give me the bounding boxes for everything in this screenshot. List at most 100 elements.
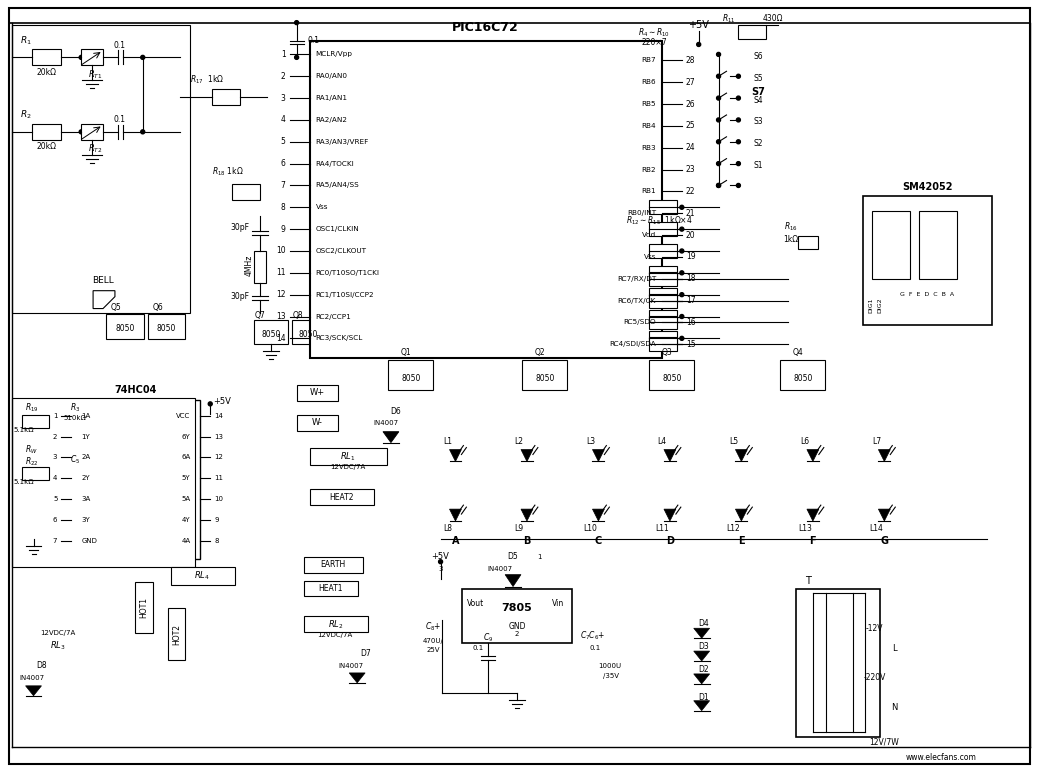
Text: 13: 13 (214, 434, 223, 439)
Text: 7: 7 (53, 538, 57, 544)
Text: 4A: 4A (181, 538, 190, 544)
Text: RC1/T10SI/CCP2: RC1/T10SI/CCP2 (316, 292, 374, 298)
Text: Q7: Q7 (255, 311, 265, 320)
Text: S7: S7 (751, 87, 765, 97)
Text: IN4007: IN4007 (19, 675, 44, 681)
Bar (303, 616, 368, 632)
Text: 4Y: 4Y (182, 517, 190, 523)
Bar (798, 236, 818, 249)
Text: S2: S2 (753, 139, 763, 148)
Text: 4: 4 (53, 476, 57, 481)
Circle shape (680, 205, 684, 209)
Bar (11, 25, 190, 313)
Text: $R_{T2}$: $R_{T2}$ (88, 143, 103, 155)
Text: RA3/AN3/VREF: RA3/AN3/VREF (316, 139, 369, 145)
Text: Vdd: Vdd (642, 232, 656, 238)
Text: $RL_4$: $RL_4$ (194, 570, 210, 582)
Bar (303, 557, 364, 573)
Circle shape (680, 314, 684, 319)
Text: IN4007: IN4007 (487, 566, 512, 572)
Bar (254, 320, 288, 344)
Text: S6: S6 (753, 52, 763, 61)
Text: 6: 6 (53, 517, 57, 523)
Text: L1: L1 (443, 437, 452, 446)
Text: $C_7 C_6$+: $C_7 C_6$+ (580, 630, 606, 642)
Text: IN4007: IN4007 (373, 420, 399, 425)
Text: 5A: 5A (181, 496, 190, 502)
Text: 26: 26 (686, 100, 695, 109)
Text: 11: 11 (214, 476, 223, 481)
Bar (22, 467, 50, 480)
Polygon shape (736, 509, 747, 521)
Text: RB7: RB7 (641, 57, 656, 63)
Text: 25V: 25V (427, 647, 441, 653)
Text: RB4: RB4 (641, 123, 656, 129)
Text: Q8: Q8 (292, 311, 303, 320)
Text: 10: 10 (214, 496, 223, 502)
Text: 0.1: 0.1 (308, 36, 320, 45)
Text: RB2: RB2 (641, 167, 656, 173)
Text: 1000U: 1000U (597, 663, 621, 669)
Text: G: G (880, 536, 888, 546)
Text: 4MHz: 4MHz (244, 254, 254, 276)
Text: RB6: RB6 (641, 80, 656, 85)
Circle shape (737, 74, 741, 78)
Text: 13: 13 (276, 312, 286, 321)
Text: DIG1: DIG1 (868, 298, 873, 313)
Text: 23: 23 (686, 165, 695, 174)
Text: Q4: Q4 (793, 347, 803, 357)
Circle shape (737, 118, 741, 122)
Text: S5: S5 (753, 74, 763, 83)
Bar (296, 385, 339, 401)
Circle shape (717, 118, 720, 122)
Text: OSC2/CLKOUT: OSC2/CLKOUT (316, 248, 367, 254)
Text: L7: L7 (872, 437, 881, 446)
Circle shape (737, 161, 741, 166)
Text: SM42052: SM42052 (902, 182, 953, 192)
Text: D7: D7 (361, 648, 372, 658)
Text: 1: 1 (281, 50, 286, 59)
Text: W+: W+ (310, 388, 325, 398)
Text: D2: D2 (698, 665, 709, 675)
Bar (31, 49, 61, 66)
Bar (22, 415, 50, 428)
Text: 8050: 8050 (261, 330, 281, 339)
Circle shape (717, 96, 720, 100)
Polygon shape (736, 449, 747, 462)
Text: S4: S4 (753, 96, 763, 104)
Text: 8050: 8050 (115, 324, 134, 333)
Polygon shape (694, 674, 710, 684)
Text: 20kΩ: 20kΩ (36, 68, 56, 76)
Bar (862, 196, 991, 326)
Text: 8050: 8050 (401, 374, 421, 383)
Text: 0.1: 0.1 (114, 41, 126, 50)
Polygon shape (592, 509, 605, 521)
Text: Vss: Vss (643, 254, 656, 260)
Text: RA0/AN0: RA0/AN0 (316, 73, 347, 80)
Circle shape (680, 249, 684, 253)
Polygon shape (664, 449, 675, 462)
Text: /35V: /35V (604, 673, 619, 679)
Text: 74HC04: 74HC04 (114, 385, 157, 395)
Bar (462, 588, 571, 643)
Text: D1: D1 (698, 693, 709, 703)
Bar (649, 272, 676, 286)
Text: 0.1: 0.1 (114, 116, 126, 124)
Text: Q3: Q3 (662, 347, 672, 357)
Text: 2: 2 (53, 434, 57, 439)
Text: D3: D3 (698, 642, 709, 651)
Bar (81, 124, 103, 140)
Circle shape (680, 227, 684, 231)
Text: 30pF: 30pF (231, 292, 249, 301)
Text: EARTH: EARTH (321, 560, 346, 569)
Polygon shape (878, 449, 890, 462)
Text: PIC16C72: PIC16C72 (452, 21, 518, 34)
Text: $R_4\sim R_{10}$: $R_4\sim R_{10}$ (638, 26, 670, 39)
Text: 17: 17 (686, 296, 695, 305)
Text: 2: 2 (515, 631, 520, 637)
Text: 2Y: 2Y (81, 476, 89, 481)
Text: -12V: -12V (865, 624, 883, 633)
Text: D5: D5 (508, 552, 518, 561)
Text: 8: 8 (214, 538, 219, 544)
Bar (649, 293, 676, 307)
